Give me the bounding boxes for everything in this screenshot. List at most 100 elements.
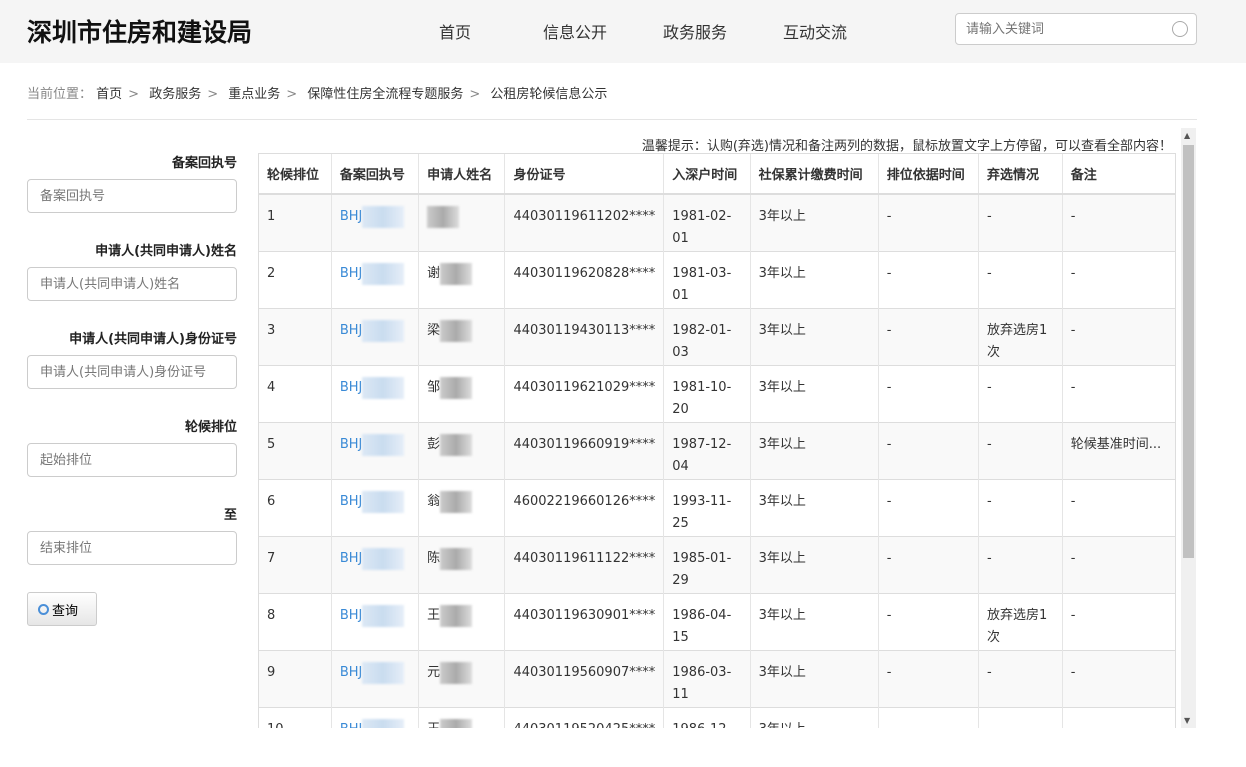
cell-text: 2 — [267, 265, 276, 281]
query-button[interactable]: 查询 — [27, 592, 97, 626]
table-header: 轮候排位 备案回执号 申请人姓名 身份证号 入深户时间 社保累计缴费时间 排位依据时间 弃选情… — [259, 154, 1175, 195]
scrollbar-thumb[interactable] — [1183, 145, 1194, 558]
breadcrumb-key-business[interactable]: 重点业务 — [228, 87, 281, 102]
site-logo[interactable]: 深圳市住房和建设局 — [27, 18, 253, 47]
cell-text: - — [1070, 493, 1076, 509]
receipt-link[interactable]: BHJ — [339, 607, 363, 623]
cell-text: 8 — [267, 607, 276, 623]
redacted-blur — [362, 433, 405, 456]
redacted-blur — [362, 718, 405, 728]
table-cell: - — [878, 193, 980, 251]
cell-text: 1985-01-29 — [672, 550, 732, 588]
applicant-name-input[interactable] — [27, 267, 237, 301]
redacted-blur — [440, 433, 473, 456]
table-cell: - — [878, 649, 980, 707]
cell-text: 彭 — [427, 436, 441, 452]
table-cell: 44030119621029**** — [504, 364, 665, 422]
rank-start-input[interactable] — [27, 443, 237, 477]
search-icon[interactable] — [1172, 21, 1188, 37]
table-cell: 邹 — [418, 364, 506, 422]
cell-text: - — [987, 265, 992, 281]
table-cell: 轮候基准时间... — [1062, 421, 1175, 479]
receipt-no-input[interactable] — [27, 179, 237, 213]
breadcrumb: 当前位置： 首页 > 政务服务 > 重点业务 > 保障性住房全流程专题服务 > 公租房轮… — [27, 87, 608, 102]
scroll-down-icon[interactable]: ▼ — [1184, 716, 1191, 725]
table-row: 8 BHJ 王 44030119630901**** 1986-04-15 3年以上 - 放弃… — [259, 592, 1175, 650]
table-row: 6 BHJ 翁 46002219660126**** 1993-11-25 3年以上 - - - — [259, 478, 1175, 536]
table-cell: - — [1062, 649, 1175, 707]
table-cell: 1981-10-20 — [663, 364, 751, 422]
nav-home[interactable]: 首页 — [438, 23, 471, 42]
nav-gov-service[interactable]: 政务服务 — [662, 23, 727, 42]
rank-end-input[interactable] — [27, 531, 237, 565]
cell-text: 44030119660919**** — [513, 436, 656, 452]
scrollbar[interactable]: ▲ ▼ — [1181, 128, 1196, 728]
receipt-link[interactable]: BHJ — [339, 436, 363, 452]
cell-text: - — [1070, 265, 1076, 281]
cell-text: 王 — [427, 722, 440, 729]
table-cell: - — [978, 421, 1063, 479]
redacted-blur — [362, 376, 405, 399]
cell-text: - — [987, 550, 992, 566]
table-cell: 3年以上 — [750, 535, 879, 593]
cell-text: 1981-10-20 — [672, 379, 732, 417]
cell-text: - — [1070, 664, 1076, 680]
cell-text: - — [886, 322, 892, 338]
table-cell: 44030119611122**** — [504, 535, 665, 593]
redacted-blur — [362, 262, 405, 285]
cell-text: 44030119611202**** — [513, 209, 656, 224]
queue-table: 轮候排位 备案回执号 申请人姓名 身份证号 入深户时间 社保累计缴费时间 排位依据时间 弃选情… — [258, 153, 1176, 728]
applicant-id-input[interactable] — [27, 355, 237, 389]
receipt-link[interactable]: BHJ — [339, 493, 363, 509]
table-cell — [978, 706, 1063, 728]
table-cell: 3 — [259, 307, 332, 365]
cell-text: 3年以上 — [758, 209, 806, 224]
nav-info-public[interactable]: 信息公开 — [542, 23, 607, 42]
breadcrumb-gov-service[interactable]: 政务服务 — [149, 87, 202, 102]
query-label: 查询 — [52, 603, 79, 619]
cell-text: 46002219660126**** — [513, 493, 656, 509]
cell-text: - — [886, 664, 892, 680]
search-icon — [38, 603, 49, 615]
breadcrumb-housing-service[interactable]: 保障性住房全流程专题服务 — [307, 87, 464, 102]
column-header: 排位依据时间 — [878, 154, 980, 195]
cell-text: 1993-11-25 — [672, 493, 732, 531]
table-cell: 1981-02-01 — [663, 193, 751, 251]
table-cell: - — [978, 193, 1063, 251]
table-cell: 王 — [418, 592, 506, 650]
receipt-link[interactable]: BHJ — [340, 722, 363, 729]
nav-interaction[interactable]: 互动交流 — [782, 23, 847, 42]
table-cell: BHJ — [331, 250, 420, 308]
cell-text: - — [987, 493, 992, 509]
receipt-link[interactable]: BHJ — [339, 550, 363, 566]
table-cell: - — [1062, 364, 1175, 422]
table-cell: 3年以上 — [750, 307, 879, 365]
cell-text: - — [1070, 322, 1076, 338]
breadcrumb-home[interactable]: 首页 — [96, 87, 123, 102]
scroll-up-icon[interactable]: ▲ — [1184, 131, 1191, 140]
table-cell: - — [1062, 478, 1175, 536]
cell-text: 1987-12-04 — [672, 436, 732, 474]
redacted-blur — [362, 604, 405, 627]
table-cell: 彭 — [418, 421, 506, 479]
receipt-link[interactable]: BHJ — [339, 322, 363, 338]
receipt-link[interactable]: BHJ — [339, 379, 363, 395]
cell-text: 3年以上 — [758, 322, 806, 338]
table-cell: BHJ — [331, 649, 420, 707]
redacted-blur — [362, 661, 405, 684]
table-cell: 9 — [259, 649, 332, 707]
table-cell: 放弃选房1次 — [978, 307, 1063, 365]
cell-text: 放弃选房1次 — [987, 322, 1048, 360]
search-input[interactable] — [956, 14, 1156, 44]
column-header: 备案回执号 — [331, 154, 420, 195]
table-cell: 6 — [259, 478, 332, 536]
receipt-link[interactable]: BHJ — [339, 664, 363, 680]
table-cell: - — [978, 250, 1063, 308]
cell-text: 10 — [267, 722, 284, 729]
receipt-link[interactable]: BHJ — [339, 209, 363, 224]
receipt-link[interactable]: BHJ — [339, 265, 363, 281]
table-cell: 3年以上 — [750, 649, 879, 707]
cell-text: - — [987, 436, 992, 452]
table-cell: - — [1062, 307, 1175, 365]
cell-text: 7 — [267, 550, 276, 566]
